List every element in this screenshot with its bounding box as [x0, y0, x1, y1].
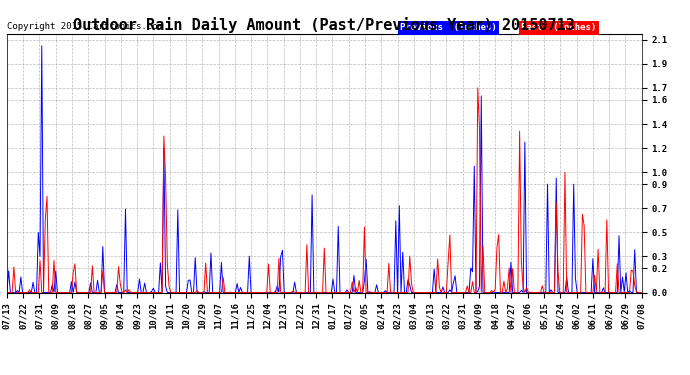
Text: Previous  (Inches): Previous (Inches) — [400, 24, 497, 33]
Text: Copyright 2015 Cartronics.com: Copyright 2015 Cartronics.com — [7, 22, 163, 31]
Text: Past  (Inches): Past (Inches) — [521, 24, 596, 33]
Title: Outdoor Rain Daily Amount (Past/Previous Year) 20150713: Outdoor Rain Daily Amount (Past/Previous… — [73, 16, 575, 33]
